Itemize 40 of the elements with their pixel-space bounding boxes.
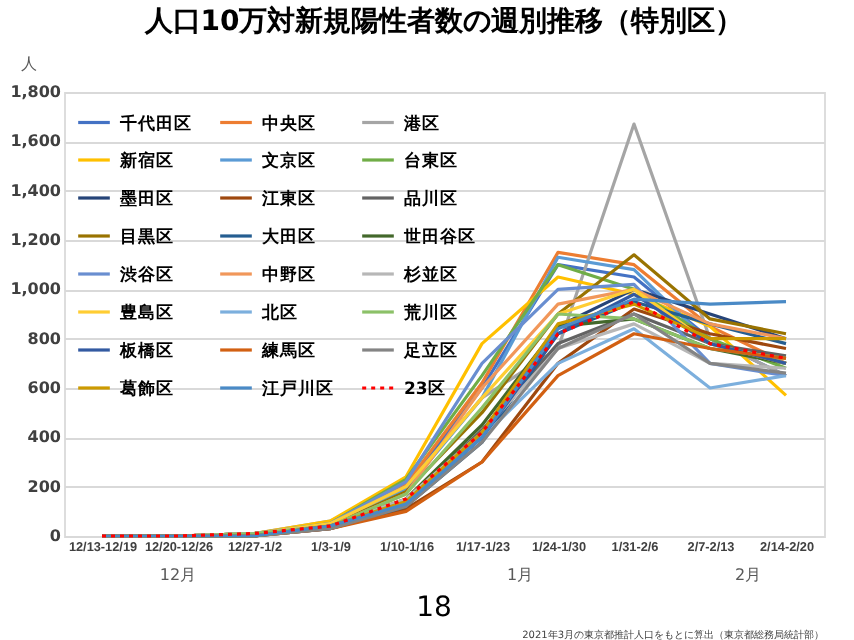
legend-label: 台東区 — [404, 150, 458, 172]
legend-label: 足立区 — [402, 340, 458, 362]
legend-label: 杉並区 — [402, 264, 458, 286]
y-tick-label: 600 — [27, 379, 62, 397]
legend-label: 江東区 — [260, 188, 316, 210]
legend-label: 23区 — [404, 378, 446, 400]
legend-label: 墨田区 — [118, 188, 174, 210]
legend-label: 荒川区 — [402, 302, 458, 324]
legend-label: 中央区 — [262, 112, 316, 135]
legend-label: 港区 — [402, 112, 440, 135]
legend-label: 渋谷区 — [118, 264, 174, 286]
legend-label: 豊島区 — [118, 302, 174, 324]
legend-label: 江戸川区 — [260, 378, 334, 400]
legend-label: 中野区 — [262, 264, 316, 286]
legend-label: 北区 — [260, 302, 298, 324]
text: 12月 — [159, 566, 197, 584]
legend-label: 大田区 — [262, 226, 316, 248]
legend-label: 新宿区 — [118, 150, 174, 172]
legend-label: 練馬区 — [260, 340, 316, 362]
y-tick-label: 400 — [27, 428, 62, 447]
legend-label: 目黒区 — [120, 226, 174, 248]
y-tick-label: 0 — [49, 527, 62, 545]
chart-title: 人口10万対新規陽性者数の週別推移（特別区） — [142, 4, 744, 38]
legend-label: 板橋区 — [118, 340, 174, 362]
y-tick-label: 1,000 — [10, 280, 62, 299]
legend-label: 品川区 — [404, 188, 458, 210]
y-tick-label: 1,200 — [10, 231, 62, 249]
y-tick-label: 1,800 — [10, 83, 62, 101]
text: 2月 — [734, 566, 762, 584]
y-tick-label: 1,400 — [10, 181, 62, 200]
text: 1月 — [506, 566, 534, 584]
legend-label: 千代田区 — [118, 112, 192, 135]
legend-label: 文京区 — [260, 150, 316, 172]
y-tick-label: 800 — [27, 329, 62, 348]
text: 18 — [416, 592, 452, 624]
y-tick-label: 200 — [27, 477, 62, 496]
legend-label: 葛飾区 — [118, 378, 174, 400]
y-axis-title: 人 — [21, 55, 37, 73]
legend-label: 世田谷区 — [402, 226, 476, 248]
y-tick-label: 1,600 — [10, 132, 62, 151]
